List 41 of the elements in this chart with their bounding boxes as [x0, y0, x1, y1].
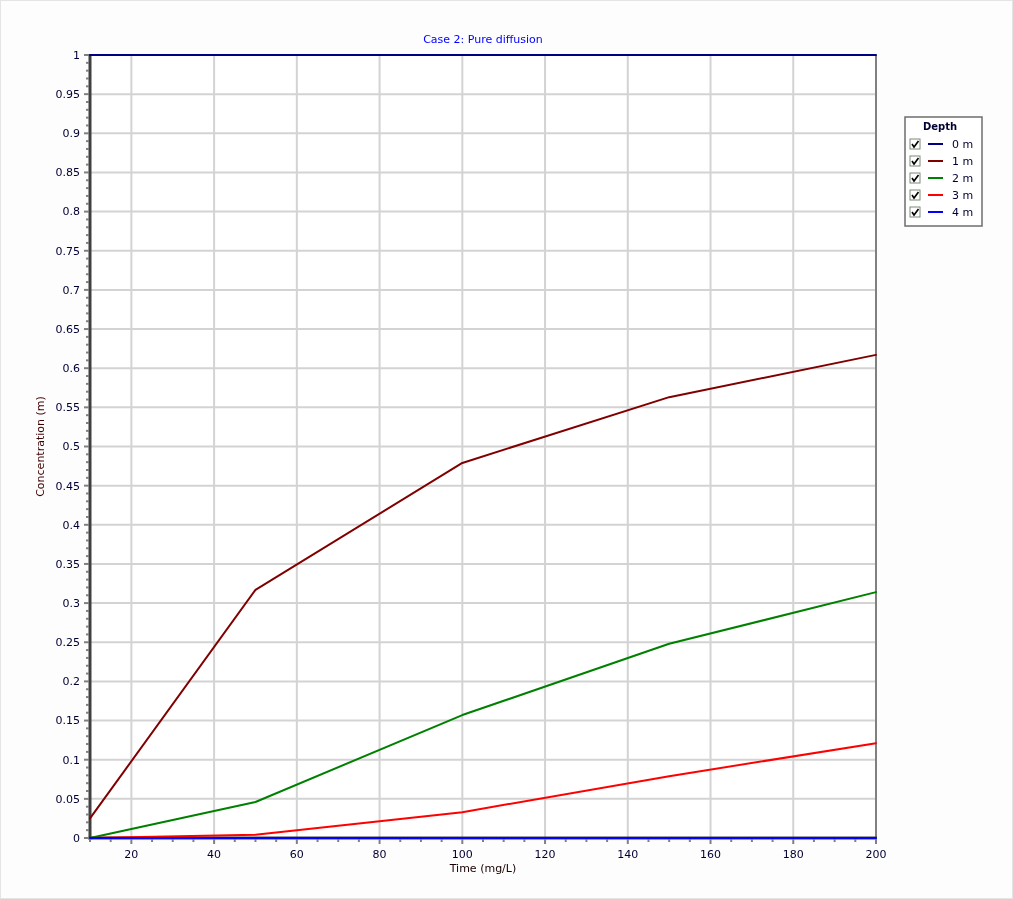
y-tick-label: 0.35	[55, 557, 80, 571]
x-tick-label: 80	[372, 848, 387, 861]
legend-label: 0 m	[952, 137, 974, 151]
x-tick-label: 120	[534, 848, 556, 861]
y-tick-label: 0.75	[55, 244, 80, 258]
x-tick-label: 140	[617, 848, 639, 861]
y-tick-label: 0.6	[62, 362, 80, 376]
y-tick-label: 0.4	[62, 518, 80, 532]
x-tick-label: 160	[700, 848, 722, 861]
y-tick-label: 0.95	[55, 88, 80, 101]
y-tick-label: 0.45	[55, 479, 80, 493]
y-tick-label: 0.7	[62, 283, 80, 297]
legend-label: 2 m	[952, 171, 974, 185]
y-tick-label: 0.65	[55, 322, 80, 336]
x-tick-label: 200	[865, 848, 887, 861]
y-tick-label: 0.15	[55, 714, 80, 728]
y-tick-label: 0.2	[62, 675, 80, 689]
legend-title: Depth	[922, 121, 958, 132]
y-tick-label: 0.85	[55, 166, 80, 180]
x-tick-label: 60	[289, 848, 304, 861]
legend-label: 3 m	[952, 188, 974, 202]
y-tick-label: 0.8	[62, 205, 80, 219]
y-tick-label: 0.9	[62, 127, 80, 141]
x-axis-title: Time (mg/L)	[448, 862, 517, 875]
chart-title: Case 2: Pure diffusion	[423, 33, 543, 46]
y-tick-label: 0.1	[62, 753, 80, 767]
y-axis-title: Concentration (m)	[34, 396, 47, 497]
y-tick-label: 0.25	[55, 636, 80, 650]
y-tick-label: 0.05	[55, 792, 80, 806]
y-tick-label: 0.5	[62, 440, 80, 454]
y-tick-label: 0.55	[55, 401, 80, 415]
legend-label: 4 m	[952, 205, 974, 219]
line-series	[89, 353, 877, 820]
y-tick-label: 1	[73, 48, 80, 62]
x-tick-label: 40	[207, 848, 222, 861]
x-tick-label: 180	[782, 848, 804, 861]
x-tick-label: 100	[451, 848, 473, 861]
x-tick-label: 20	[124, 848, 139, 861]
legend-label: 1 m	[952, 154, 974, 168]
y-tick-label: 0	[73, 831, 80, 845]
y-tick-label: 0.3	[62, 596, 80, 610]
